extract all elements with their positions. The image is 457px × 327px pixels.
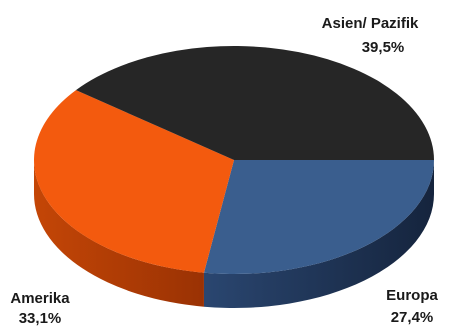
slice-value-europa: 27,4%	[391, 309, 434, 326]
pie-sides	[34, 160, 434, 308]
pie-slice-amerika	[33, 90, 235, 273]
slice-label-amerika: Amerika	[10, 290, 70, 307]
pie-tops	[33, 45, 434, 274]
slice-value-asien-pazifik: 39,5%	[362, 39, 405, 56]
pie-side-europa	[203, 160, 434, 308]
slice-label-asien-pazifik: Asien/ Pazifik	[322, 15, 419, 32]
slice-value-amerika: 33,1%	[19, 310, 62, 327]
pie-side-amerika	[34, 160, 204, 307]
pie-slice-europa	[203, 160, 434, 274]
pie-slice-asien-pazifik	[75, 45, 434, 160]
slice-label-europa: Europa	[386, 287, 438, 304]
